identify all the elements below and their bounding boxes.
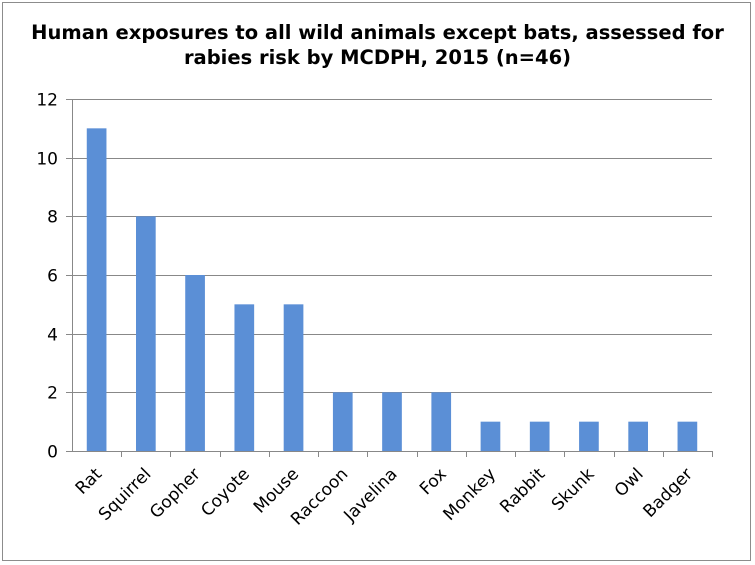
y-tick-label-4: 4 (47, 326, 58, 346)
x-tick-label-skunk: Skunk (548, 464, 599, 515)
bars (86, 128, 698, 452)
y-tick-label-12: 12 (36, 91, 58, 111)
bar-mouse (283, 304, 304, 451)
x-tick-label-badger: Badger (640, 464, 697, 521)
y-tick-label-10: 10 (36, 150, 58, 170)
chart-title-line-2: rabies risk by MCDPH, 2015 (n=46) (183, 46, 572, 69)
x-tick-label-javelina: Javelina (340, 464, 402, 526)
x-tick-labels: RatSquirrelGopherCoyoteMouseRaccoonJavel… (72, 464, 697, 529)
x-tick-label-owl: Owl (611, 464, 648, 501)
axes (66, 99, 713, 457)
bar-squirrel (136, 216, 156, 451)
chart-title-line-1: Human exposures to all wild animals exce… (31, 21, 724, 44)
bar-monkey (480, 421, 501, 451)
y-tick-label-2: 2 (47, 384, 58, 404)
gridlines (72, 99, 712, 393)
x-tick-label-fox: Fox (416, 464, 451, 499)
y-tick-label-0: 0 (47, 443, 58, 463)
x-tick-label-squirrel: Squirrel (95, 464, 156, 525)
bar-gopher (185, 275, 205, 451)
bar-fox (431, 392, 452, 451)
y-tick-labels: 0 2 4 6 8 10 12 (36, 91, 58, 463)
x-tick-label-rabbit: Rabbit (496, 464, 549, 517)
bar-raccoon (332, 392, 353, 451)
bar-skunk (579, 421, 599, 451)
bar-rabbit (529, 421, 550, 451)
bar-coyote (234, 304, 255, 451)
bar-badger (677, 421, 698, 451)
bar-javelina (382, 392, 402, 451)
chart-title: Human exposures to all wild animals exce… (0, 20, 755, 70)
x-tick-label-monkey: Monkey (439, 464, 500, 525)
bar-owl (628, 421, 648, 451)
y-tick-label-6: 6 (47, 267, 58, 287)
bar-rat (86, 128, 107, 452)
x-tick-label-rat: Rat (72, 464, 107, 499)
x-tick-label-gopher: Gopher (146, 464, 204, 522)
y-tick-label-8: 8 (47, 208, 58, 228)
x-tick-label-coyote: Coyote (197, 464, 253, 520)
